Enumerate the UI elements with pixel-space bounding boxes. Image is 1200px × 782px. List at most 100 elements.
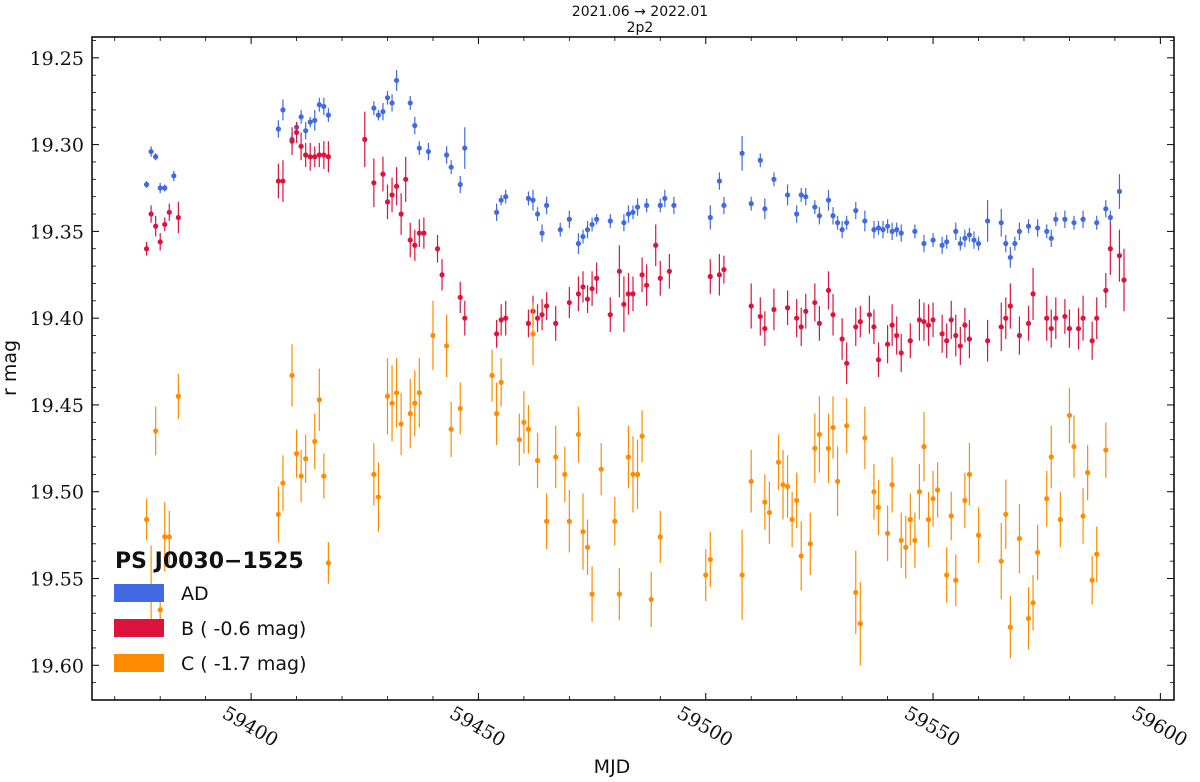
- data-point: [1107, 246, 1113, 252]
- data-point: [380, 171, 386, 177]
- data-point: [889, 482, 895, 488]
- data-point: [921, 240, 927, 247]
- data-point: [707, 556, 713, 563]
- data-point: [584, 296, 591, 302]
- data-point: [757, 157, 763, 163]
- data-point: [898, 230, 904, 236]
- data-point: [934, 487, 941, 493]
- data-point: [607, 312, 613, 318]
- data-point: [539, 230, 545, 236]
- data-point: [1035, 225, 1041, 231]
- data-point: [766, 509, 772, 516]
- data-point: [816, 431, 822, 438]
- data-point: [1121, 277, 1127, 283]
- data-point: [625, 211, 632, 217]
- data-point: [1030, 600, 1036, 606]
- data-point: [789, 516, 795, 523]
- data-point: [634, 204, 641, 210]
- data-point: [171, 173, 177, 179]
- data-point: [794, 315, 800, 321]
- data-point: [639, 272, 645, 278]
- data-point: [907, 338, 913, 344]
- data-point: [371, 105, 377, 111]
- data-point: [298, 143, 304, 149]
- data-point: [589, 591, 595, 597]
- data-point: [1107, 214, 1113, 221]
- data-point: [1025, 223, 1032, 229]
- data-point: [657, 275, 663, 281]
- data-point: [1080, 216, 1086, 222]
- data-point: [884, 530, 891, 536]
- data-point: [557, 227, 563, 233]
- data-point: [1025, 615, 1032, 622]
- data-point: [275, 511, 281, 517]
- data-point: [875, 504, 882, 510]
- data-point: [812, 445, 818, 451]
- data-point: [739, 572, 745, 578]
- data-point: [875, 225, 882, 231]
- data-point: [912, 228, 918, 234]
- data-point: [998, 220, 1004, 226]
- y-tick-label: 19.40: [30, 308, 84, 330]
- data-point: [962, 322, 968, 328]
- data-point: [1053, 315, 1059, 321]
- data-point: [1003, 315, 1009, 321]
- data-point: [871, 489, 877, 495]
- data-point: [1044, 315, 1050, 321]
- data-point: [153, 154, 159, 160]
- data-point: [312, 438, 318, 444]
- data-point: [553, 454, 559, 460]
- data-point: [775, 459, 782, 465]
- data-point: [803, 308, 809, 314]
- data-point: [748, 478, 754, 484]
- data-point: [916, 489, 923, 495]
- data-point: [916, 317, 923, 323]
- data-point: [853, 589, 859, 595]
- legend-swatch-c: [114, 654, 164, 672]
- data-point: [412, 400, 418, 406]
- data-point: [1089, 338, 1095, 344]
- data-point: [498, 197, 504, 203]
- data-point: [584, 227, 591, 233]
- data-point: [275, 178, 281, 184]
- data-point: [1012, 240, 1018, 247]
- data-point: [762, 206, 768, 212]
- data-point: [1007, 624, 1013, 630]
- data-point: [930, 237, 936, 243]
- data-point: [634, 471, 641, 477]
- data-point: [580, 529, 586, 535]
- data-point: [589, 286, 595, 292]
- data-point: [312, 117, 318, 123]
- data-point: [898, 537, 904, 543]
- data-point: [625, 291, 632, 297]
- data-point: [621, 220, 627, 226]
- data-point: [962, 235, 968, 241]
- data-point: [580, 233, 586, 240]
- data-point: [998, 558, 1004, 564]
- data-point: [494, 411, 500, 417]
- data-point: [844, 423, 850, 429]
- data-point: [1103, 447, 1109, 453]
- data-point: [434, 246, 441, 252]
- data-point: [534, 211, 541, 217]
- data-point: [794, 497, 800, 504]
- data-point: [525, 426, 532, 432]
- data-point: [930, 496, 936, 502]
- data-point: [762, 499, 768, 505]
- data-point: [757, 313, 763, 320]
- data-point: [375, 494, 382, 500]
- data-point: [498, 379, 504, 385]
- data-point: [407, 237, 413, 243]
- data-point: [1053, 216, 1059, 222]
- legend-title: PS J0030−1525: [115, 549, 304, 574]
- data-point: [398, 211, 404, 217]
- data-point: [748, 201, 754, 207]
- data-point: [498, 317, 504, 323]
- data-point: [566, 216, 572, 222]
- data-point: [707, 214, 713, 221]
- data-point: [1103, 287, 1109, 293]
- data-point: [798, 192, 804, 198]
- data-point: [653, 242, 659, 248]
- data-point: [889, 228, 895, 234]
- data-point: [871, 324, 877, 330]
